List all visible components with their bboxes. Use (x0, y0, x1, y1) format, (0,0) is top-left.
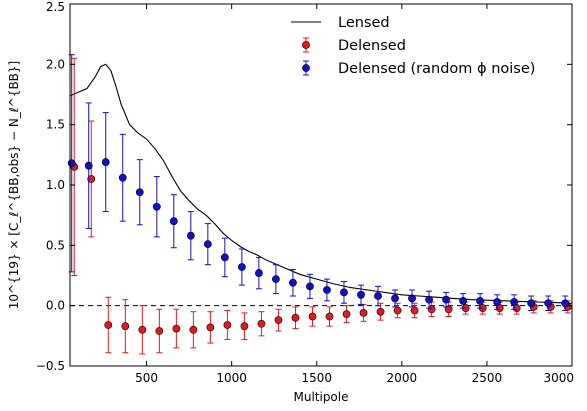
data-point (223, 321, 232, 329)
axes-layer: 500 1000 1500 2000 2500 3000 −0.5 0.0 0.5 1.0 1.5 2… (36, 0, 574, 385)
series-layer (67, 54, 573, 355)
y-axis-label: 10^{19} × [C_ℓ^{BB,obs} − N_ℓ^{BB}] (7, 61, 21, 309)
legend-label: Lensed (338, 15, 390, 31)
data-point (459, 296, 467, 305)
x-axis-label: Multipole (293, 390, 348, 404)
data-point (118, 173, 127, 182)
data-point (138, 325, 147, 334)
data-point (257, 319, 266, 328)
legend-marker-swatch (302, 41, 310, 49)
data-point (408, 294, 416, 303)
data-point (254, 269, 263, 277)
data-point (325, 312, 334, 321)
legend-label: Delensed (338, 38, 406, 54)
data-point (289, 278, 297, 287)
series-2 (67, 54, 570, 311)
y-tick-label: 2.5 (46, 0, 65, 14)
data-point (186, 231, 195, 240)
data-point (220, 253, 229, 262)
data-point (410, 306, 419, 315)
data-point (121, 322, 130, 331)
data-point (87, 175, 96, 183)
legend-marker-swatch (302, 64, 310, 72)
x-tick-label: 1000 (216, 371, 247, 385)
y-tick-label: −0.5 (36, 359, 65, 373)
data-point (493, 298, 502, 306)
data-point (342, 310, 351, 319)
data-point (306, 282, 314, 291)
data-point (444, 305, 453, 314)
x-tick-label: 1500 (301, 371, 332, 385)
legend: Lensed Delensed Delensed (random ϕ noise) (291, 15, 535, 77)
data-point (425, 295, 433, 304)
data-point (357, 290, 365, 299)
y-tick-label: 2.0 (46, 57, 65, 71)
data-point (67, 159, 76, 168)
series-0 (69, 63, 573, 304)
lensed-curve (69, 63, 573, 304)
data-point (340, 288, 348, 297)
data-point (374, 292, 382, 300)
x-tick-label: 500 (135, 371, 158, 385)
x-tick-label: 2000 (387, 371, 418, 385)
data-point (561, 299, 570, 308)
data-point (169, 217, 178, 226)
y-tick-label: 1.5 (46, 118, 65, 132)
data-point (203, 240, 212, 249)
y-tick-label: 0.5 (46, 238, 65, 252)
data-point (393, 306, 402, 315)
data-point (189, 325, 198, 334)
y-tick-label: 1.0 (46, 178, 65, 192)
data-point (172, 324, 181, 333)
data-point (155, 327, 164, 335)
data-point (240, 322, 249, 331)
data-point (272, 275, 280, 284)
data-point (274, 316, 283, 325)
data-point (237, 263, 246, 271)
data-point (291, 313, 300, 322)
data-point (442, 295, 450, 304)
data-point (104, 321, 113, 329)
legend-entry-1: Delensed (302, 37, 406, 54)
data-point (323, 286, 331, 294)
data-point (84, 161, 93, 170)
legend-label: Delensed (random ϕ noise) (338, 61, 535, 77)
data-point (527, 299, 536, 308)
data-point (101, 158, 110, 166)
data-point (359, 309, 368, 317)
data-point (152, 202, 161, 211)
legend-entry-0: Lensed (291, 15, 390, 31)
data-point (308, 312, 317, 321)
data-point (391, 294, 399, 303)
data-point (206, 323, 215, 332)
data-point (476, 296, 485, 305)
x-tick-label: 3000 (543, 371, 574, 385)
x-tick-label: 2500 (472, 371, 503, 385)
y-tick-label: 0.0 (46, 299, 65, 313)
data-point (510, 298, 519, 306)
data-point (135, 188, 144, 197)
data-point (427, 305, 436, 314)
data-point (544, 299, 553, 308)
legend-entry-2: Delensed (random ϕ noise) (302, 60, 535, 77)
data-point (376, 307, 385, 316)
